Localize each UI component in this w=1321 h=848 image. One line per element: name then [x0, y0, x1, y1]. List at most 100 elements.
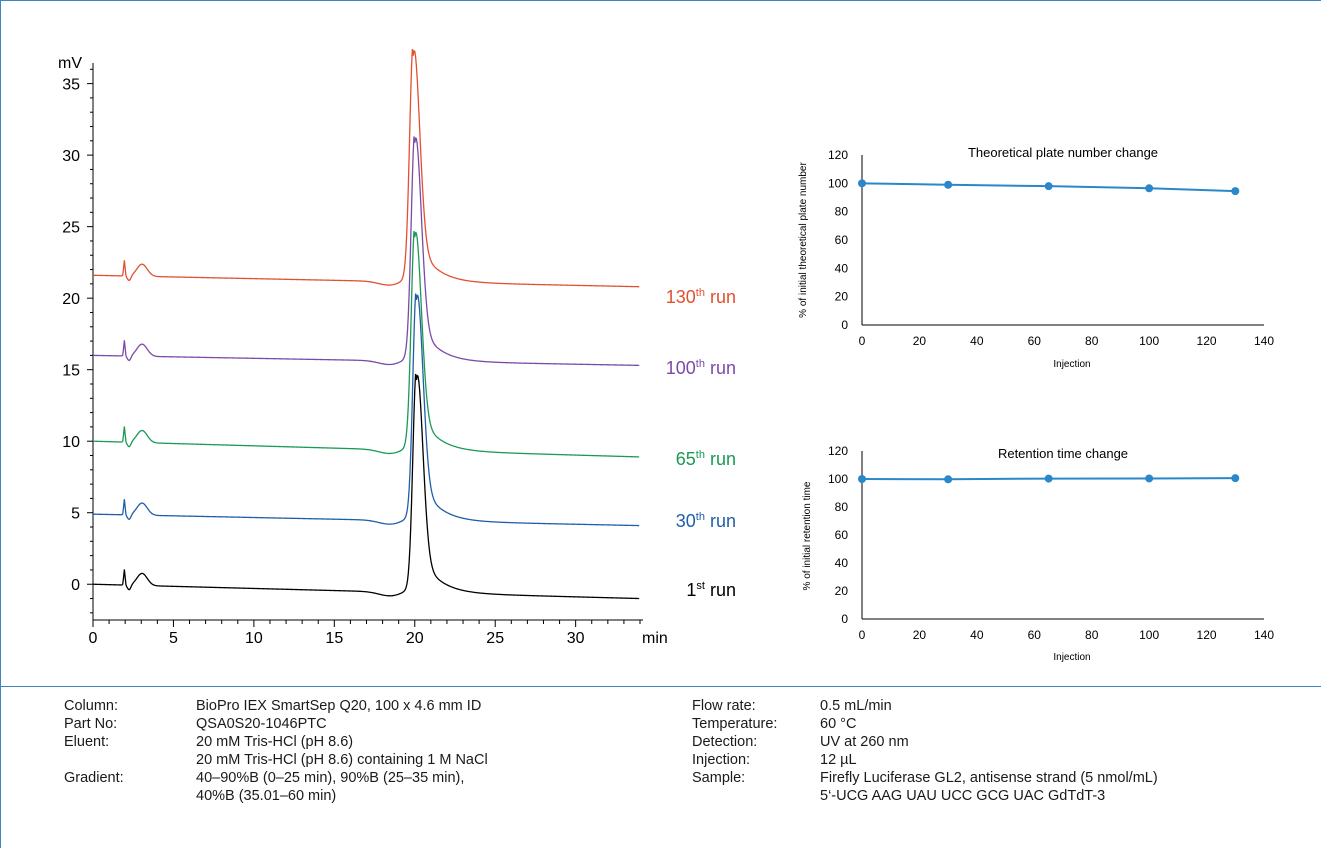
- condition-value-line: 5‘-UCG AAG UAU UCC GCG UAC GdTdT-3: [820, 788, 1106, 804]
- condition-value-line: BioPro IEX SmartSep Q20, 100 x 4.6 mm ID: [196, 698, 482, 714]
- run-label: 65th run: [676, 449, 736, 469]
- condition-label: Temperature:: [692, 716, 778, 732]
- condition-value-line: QSA0S20-1046PTC: [196, 716, 327, 732]
- x-tick-label: 15: [325, 630, 343, 647]
- x-tick-label: 0: [89, 630, 98, 647]
- run-label-suffix: th: [696, 511, 705, 523]
- x-tick-label: 60: [1028, 334, 1042, 348]
- condition-value-line: 20 mM Tris-HCl (pH 8.6) containing 1 M N…: [196, 752, 488, 768]
- y-axis-label: % of initial theoretical plate number: [798, 162, 809, 318]
- run-label: 130th run: [666, 287, 736, 307]
- conditions-panel: Column: BioPro IEX SmartSep Q20, 100 x 4.…: [0, 697, 1321, 847]
- run-label-tail: run: [705, 511, 736, 531]
- trace-line: [92, 293, 640, 527]
- plate-number-plot: 0 20 40 60 80 100 120 0 20 40 60 80 100 120 140 Theoret…: [798, 145, 1274, 370]
- condition-label: Eluent:: [64, 734, 110, 750]
- condition-value: BioPro IEX SmartSep Q20, 100 x 4.6 mm ID: [196, 697, 481, 715]
- condition-value-line: 60 °C: [820, 716, 857, 732]
- x-tick-label: 140: [1254, 334, 1274, 348]
- x-axis-label: Injection: [1053, 359, 1090, 370]
- data-point: [858, 475, 866, 483]
- run-label-number: 100: [666, 358, 696, 378]
- x-tick-label: 20: [913, 334, 927, 348]
- x-tick-label: 140: [1254, 628, 1274, 642]
- condition-label: Injection:: [692, 752, 751, 768]
- run-label-suffix: th: [696, 449, 705, 461]
- condition-label: Sample:: [692, 770, 746, 786]
- x-tick-label: 40: [970, 334, 984, 348]
- y-tick-label: 20: [62, 291, 80, 308]
- condition-value: UV at 260 nm: [820, 733, 909, 751]
- y-tick-label: 60: [835, 528, 849, 542]
- plot-title: Retention time change: [998, 446, 1128, 461]
- x-tick-label: 5: [169, 630, 178, 647]
- run-label-suffix: th: [696, 287, 705, 299]
- y-tick-label: 0: [841, 318, 848, 332]
- run-label-tail: run: [705, 287, 736, 307]
- condition-value-line: 40%B (35.01–60 min): [196, 788, 337, 804]
- x-tick-label: 80: [1085, 334, 1099, 348]
- y-tick-label: 100: [828, 176, 848, 190]
- x-tick-label: 100: [1139, 628, 1159, 642]
- y-tick-label: 35: [62, 77, 80, 94]
- y-unit-label: mV: [58, 55, 82, 72]
- x-tick-label: 0: [859, 334, 866, 348]
- data-point: [1231, 474, 1240, 483]
- condition-value-line: 12 µL: [820, 752, 857, 768]
- condition-value-line: 20 mM Tris-HCl (pH 8.6): [196, 734, 354, 750]
- x-tick-label: 120: [1197, 628, 1217, 642]
- data-point: [858, 179, 866, 188]
- condition-value: 40–90%B (0–25 min), 90%B (25–35 min), 40%…: [196, 769, 464, 805]
- run-label-tail: run: [705, 358, 736, 378]
- run-label-tail: run: [705, 580, 736, 600]
- y-tick-label: 30: [62, 148, 80, 165]
- section-divider: [0, 686, 1321, 687]
- condition-value: 0.5 mL/min: [820, 697, 892, 715]
- x-tick-label: 120: [1197, 334, 1217, 348]
- x-tick-label: 0: [859, 628, 866, 642]
- condition-label: Gradient:: [64, 770, 124, 786]
- y-tick-label: 120: [828, 148, 848, 162]
- x-tick-label: 100: [1139, 334, 1159, 348]
- x-unit-label: min: [642, 630, 668, 647]
- condition-label: Flow rate:: [692, 698, 756, 714]
- data-point: [1145, 474, 1154, 483]
- y-tick-label: 80: [835, 205, 849, 219]
- condition-value-line: 0.5 mL/min: [820, 698, 892, 714]
- trace-line: [92, 373, 640, 600]
- x-tick-label: 25: [486, 630, 504, 647]
- x-tick-label: 60: [1028, 628, 1042, 642]
- data-point: [944, 180, 953, 189]
- x-tick-label: 10: [245, 630, 263, 647]
- x-axis-label: Injection: [1053, 652, 1090, 663]
- y-tick-label: 100: [828, 472, 848, 486]
- run-label-number: 130: [666, 287, 696, 307]
- condition-value-line: 40–90%B (0–25 min), 90%B (25–35 min),: [196, 770, 465, 786]
- data-point: [1044, 182, 1053, 191]
- y-tick-label: 60: [835, 233, 849, 247]
- y-tick-label: 0: [71, 577, 80, 594]
- run-label-number: 1: [686, 580, 696, 600]
- data-point: [1145, 184, 1154, 193]
- y-tick-label: 80: [835, 500, 849, 514]
- x-tick-label: 20: [406, 630, 424, 647]
- x-tick-label: 40: [970, 628, 984, 642]
- run-label-number: 65: [676, 449, 696, 469]
- data-point: [1044, 474, 1053, 483]
- condition-value-line: UV at 260 nm: [820, 734, 909, 750]
- y-tick-label: 40: [835, 556, 849, 570]
- y-tick-label: 5: [71, 506, 80, 523]
- y-tick-label: 40: [835, 261, 849, 275]
- x-tick-label: 30: [567, 630, 585, 647]
- y-tick-label: 120: [828, 444, 848, 458]
- trace-line: [92, 230, 640, 458]
- data-point: [944, 475, 953, 484]
- run-label-suffix: st: [696, 580, 705, 592]
- trace-line: [92, 136, 640, 367]
- condition-value: Firefly Luciferase GL2, antisense strand…: [820, 769, 1158, 805]
- y-tick-label: 20: [835, 584, 849, 598]
- y-tick-label: 10: [62, 434, 80, 451]
- condition-value-line: Firefly Luciferase GL2, antisense strand…: [820, 770, 1158, 786]
